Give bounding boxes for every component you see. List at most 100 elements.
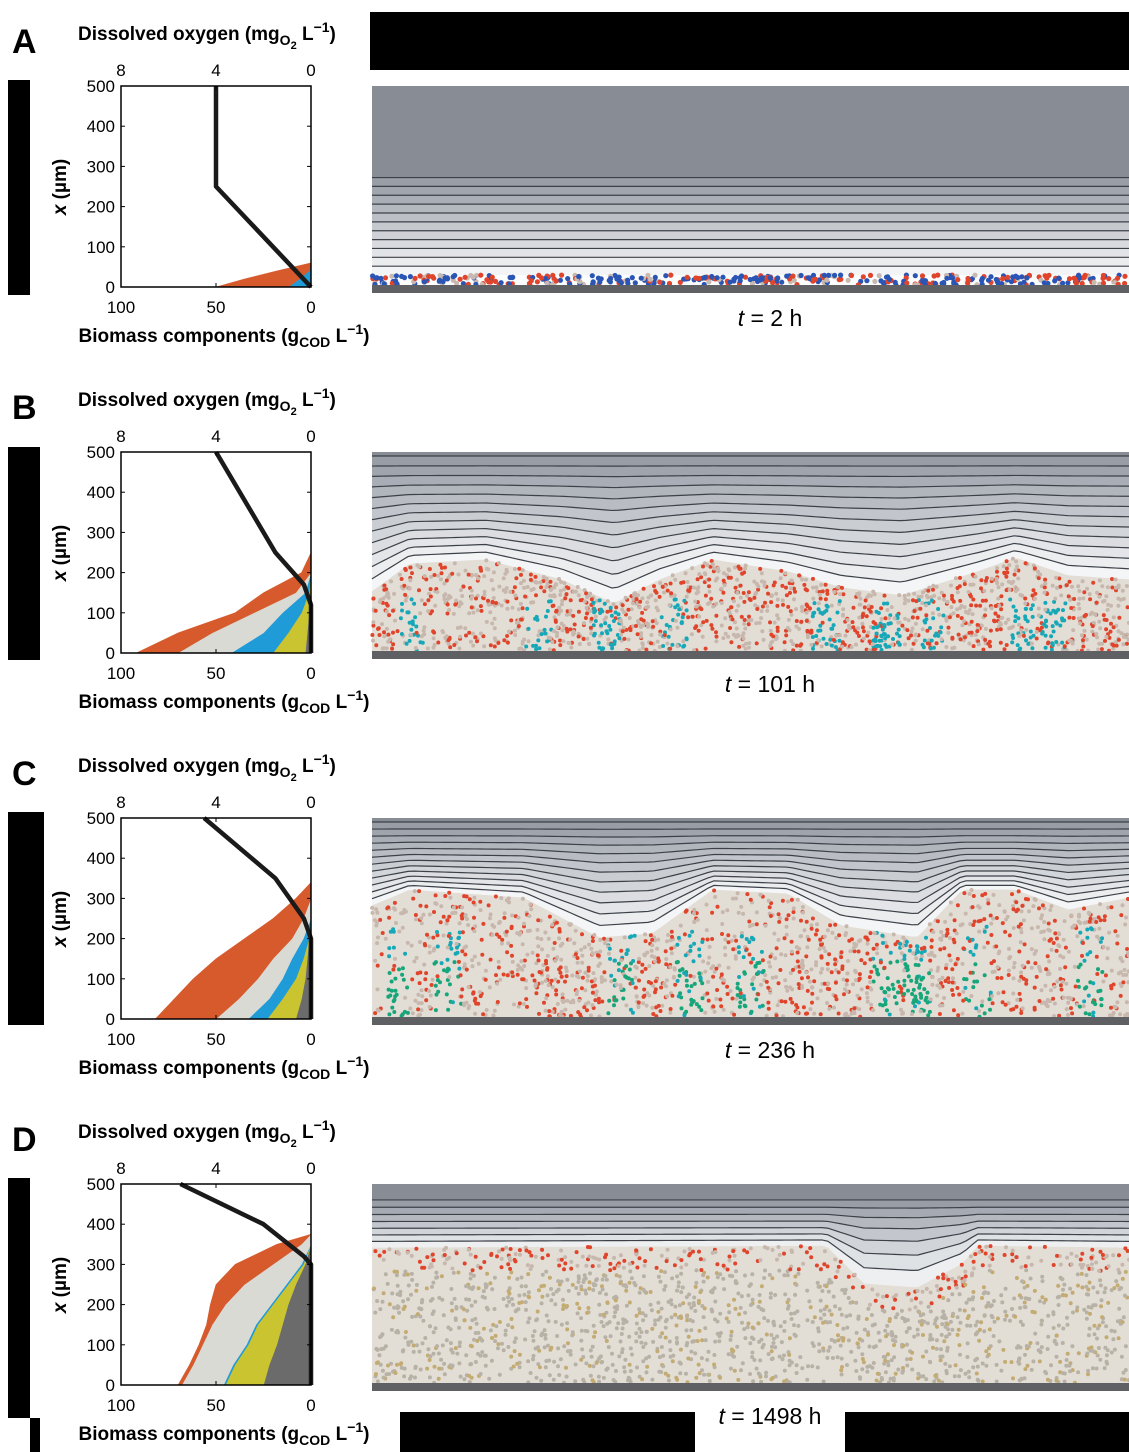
cell	[903, 642, 907, 646]
cell	[686, 615, 690, 619]
cell	[826, 967, 830, 971]
cell	[954, 576, 958, 580]
cell	[810, 927, 814, 931]
x-tick-label: 100	[107, 1030, 135, 1049]
cell	[908, 1326, 912, 1330]
cell	[1019, 975, 1023, 979]
cell	[881, 1308, 885, 1312]
cell	[752, 596, 756, 600]
cell	[505, 930, 509, 934]
cell	[729, 1338, 733, 1342]
cell	[935, 641, 939, 645]
cell	[812, 1012, 816, 1016]
cell	[818, 947, 822, 951]
cell	[393, 957, 397, 961]
cell	[1077, 589, 1081, 593]
cell	[695, 587, 699, 591]
cell	[650, 943, 654, 947]
cell	[456, 626, 460, 630]
cell	[795, 1283, 799, 1287]
cell	[1012, 926, 1016, 930]
cell	[1024, 561, 1028, 565]
top-axis-label-part: −1	[314, 19, 330, 35]
cell	[739, 1368, 743, 1372]
cell	[457, 967, 461, 971]
cell	[1033, 952, 1037, 956]
cell	[976, 623, 980, 627]
cell	[767, 1007, 771, 1011]
cell	[1052, 941, 1056, 945]
cell	[653, 589, 657, 593]
cell	[768, 965, 772, 969]
cell	[607, 999, 611, 1003]
cell	[683, 932, 687, 936]
cell	[886, 986, 890, 990]
cell	[605, 1278, 609, 1282]
cell	[523, 595, 527, 599]
cell	[1080, 633, 1084, 637]
cell	[766, 986, 770, 990]
cell	[1055, 937, 1059, 941]
cell	[840, 1288, 844, 1292]
cell	[504, 1246, 508, 1250]
y-tick-label: 200	[87, 930, 115, 949]
cell	[721, 910, 725, 914]
cell	[634, 624, 638, 628]
cell	[485, 1284, 489, 1288]
cell	[432, 949, 436, 953]
cell	[810, 992, 814, 996]
cell	[903, 594, 907, 598]
cell	[709, 597, 713, 601]
cell	[805, 588, 809, 592]
cell	[1109, 1006, 1113, 1010]
cell	[902, 992, 906, 996]
cell	[777, 1269, 781, 1273]
cell	[1064, 982, 1068, 986]
cell	[540, 632, 544, 636]
cell	[391, 1315, 395, 1319]
cell	[1083, 629, 1087, 633]
cell	[464, 945, 468, 949]
cell	[591, 279, 596, 284]
cell	[796, 1324, 800, 1328]
cell	[488, 610, 492, 614]
cell	[482, 644, 486, 648]
cell	[510, 926, 514, 930]
cell	[544, 979, 548, 983]
cell	[804, 970, 808, 974]
cell	[485, 1272, 489, 1276]
cell	[595, 990, 599, 994]
cell	[734, 939, 738, 943]
cell	[1059, 593, 1063, 597]
cell	[826, 928, 830, 932]
cell	[584, 616, 588, 620]
cell	[1016, 588, 1020, 592]
cell	[1060, 641, 1064, 645]
cell	[824, 278, 829, 283]
cell	[804, 578, 808, 582]
cell	[617, 275, 622, 280]
cell	[1012, 605, 1016, 609]
cell	[525, 953, 529, 957]
cell	[1104, 1324, 1108, 1328]
cell	[749, 961, 753, 965]
cell	[811, 647, 815, 651]
cell	[513, 1340, 517, 1344]
cell	[373, 1311, 377, 1315]
cell	[781, 598, 785, 602]
cell	[460, 949, 464, 953]
cell	[670, 643, 674, 647]
cell	[926, 991, 930, 995]
cell	[718, 998, 722, 1002]
cell	[577, 610, 581, 614]
cell	[423, 602, 427, 606]
cell	[823, 949, 827, 953]
cell	[825, 1001, 829, 1005]
cell	[418, 940, 422, 944]
cell	[583, 988, 587, 992]
cell	[490, 275, 495, 280]
cell	[786, 626, 790, 630]
cell	[999, 607, 1003, 611]
cell	[1087, 994, 1091, 998]
cell	[852, 1006, 856, 1010]
